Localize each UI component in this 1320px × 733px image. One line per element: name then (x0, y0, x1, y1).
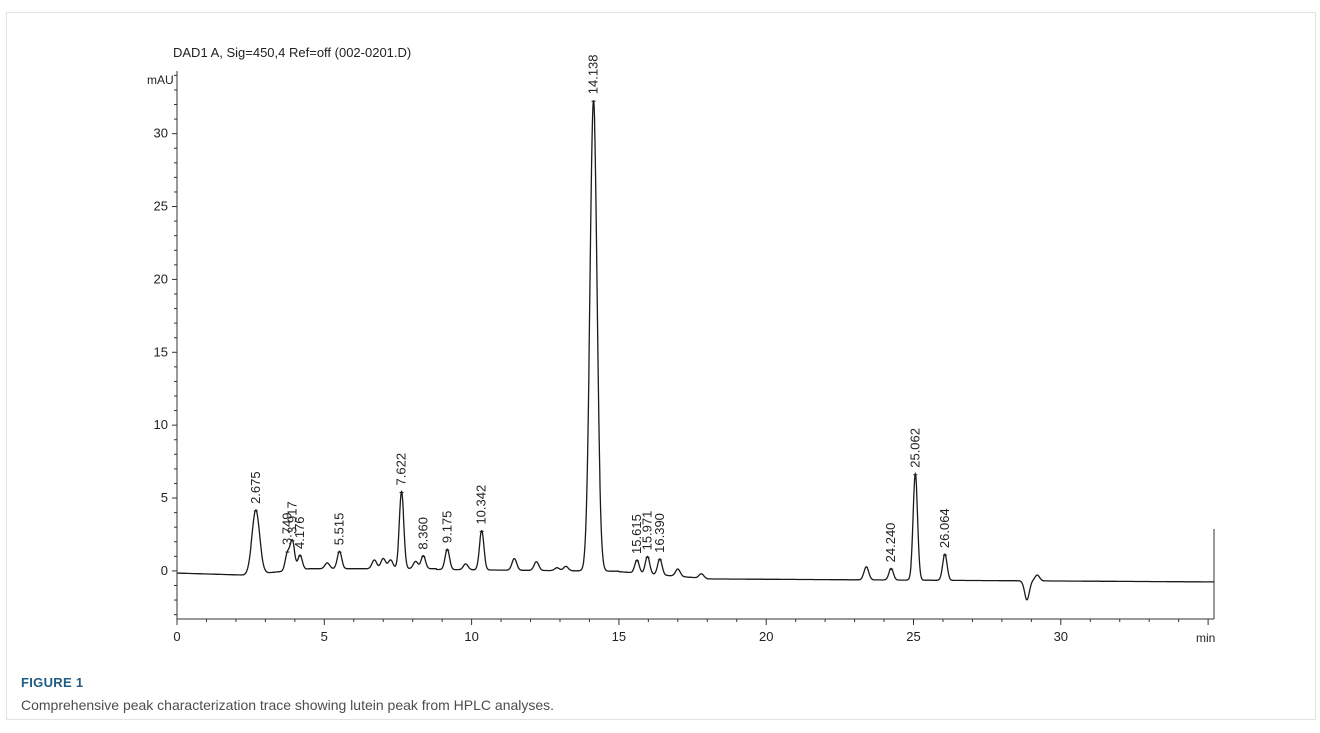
y-axis-label: mAU (147, 73, 174, 87)
peak-label: 24.240 (883, 523, 898, 563)
y-tick-label: 30 (154, 126, 168, 141)
figure-caption: Comprehensive peak characterization trac… (21, 697, 555, 713)
y-tick-label: 25 (154, 199, 168, 214)
peak-label: 14.138 (586, 54, 601, 94)
x-tick-label: 25 (906, 629, 920, 644)
signal-trace (177, 100, 1214, 601)
peak-label: 3.917 (284, 501, 299, 534)
x-tick-label: 30 (1054, 629, 1068, 644)
x-axis-label: min (1196, 631, 1215, 645)
y-tick-label: 20 (154, 271, 168, 286)
peak-label: 9.175 (439, 511, 454, 544)
y-tick-label: 15 (154, 344, 168, 359)
peak-label: 15.971 (640, 511, 655, 551)
peak-label: 4.176 (292, 516, 307, 549)
x-tick-label: 10 (464, 629, 478, 644)
x-tick-label: 15 (612, 629, 626, 644)
x-tick-label: 0 (173, 629, 180, 644)
peak-label: 3.749 (279, 512, 294, 545)
chart-title: DAD1 A, Sig=450,4 Ref=off (002-0201.D) (173, 45, 411, 60)
y-tick-label: 0 (161, 563, 168, 578)
x-tick-label: 5 (321, 629, 328, 644)
peak-label: 25.062 (907, 428, 922, 468)
peak-label: 8.360 (415, 517, 430, 550)
figure-label: FIGURE 1 (21, 675, 84, 690)
peak-label: 26.064 (937, 508, 952, 548)
peak-label: 15.615 (629, 514, 644, 554)
x-tick-label: 20 (759, 629, 773, 644)
peak-label: 10.342 (474, 485, 489, 525)
y-tick-label: 10 (154, 417, 168, 432)
chromatogram-chart: DAD1 A, Sig=450,4 Ref=off (002-0201.D) m… (147, 45, 1215, 645)
peak-label: 2.675 (248, 471, 263, 504)
peak-label: 7.622 (394, 453, 409, 486)
figure-panel: DAD1 A, Sig=450,4 Ref=off (002-0201.D) m… (6, 12, 1316, 720)
trace (177, 100, 1214, 601)
y-tick-label: 5 (161, 490, 168, 505)
axes: 0 5 10 15 20 25 30 0 5 10 15 20 25 30 (154, 71, 1215, 644)
peak-label: 16.390 (652, 513, 667, 553)
peak-label: 5.515 (331, 513, 346, 546)
